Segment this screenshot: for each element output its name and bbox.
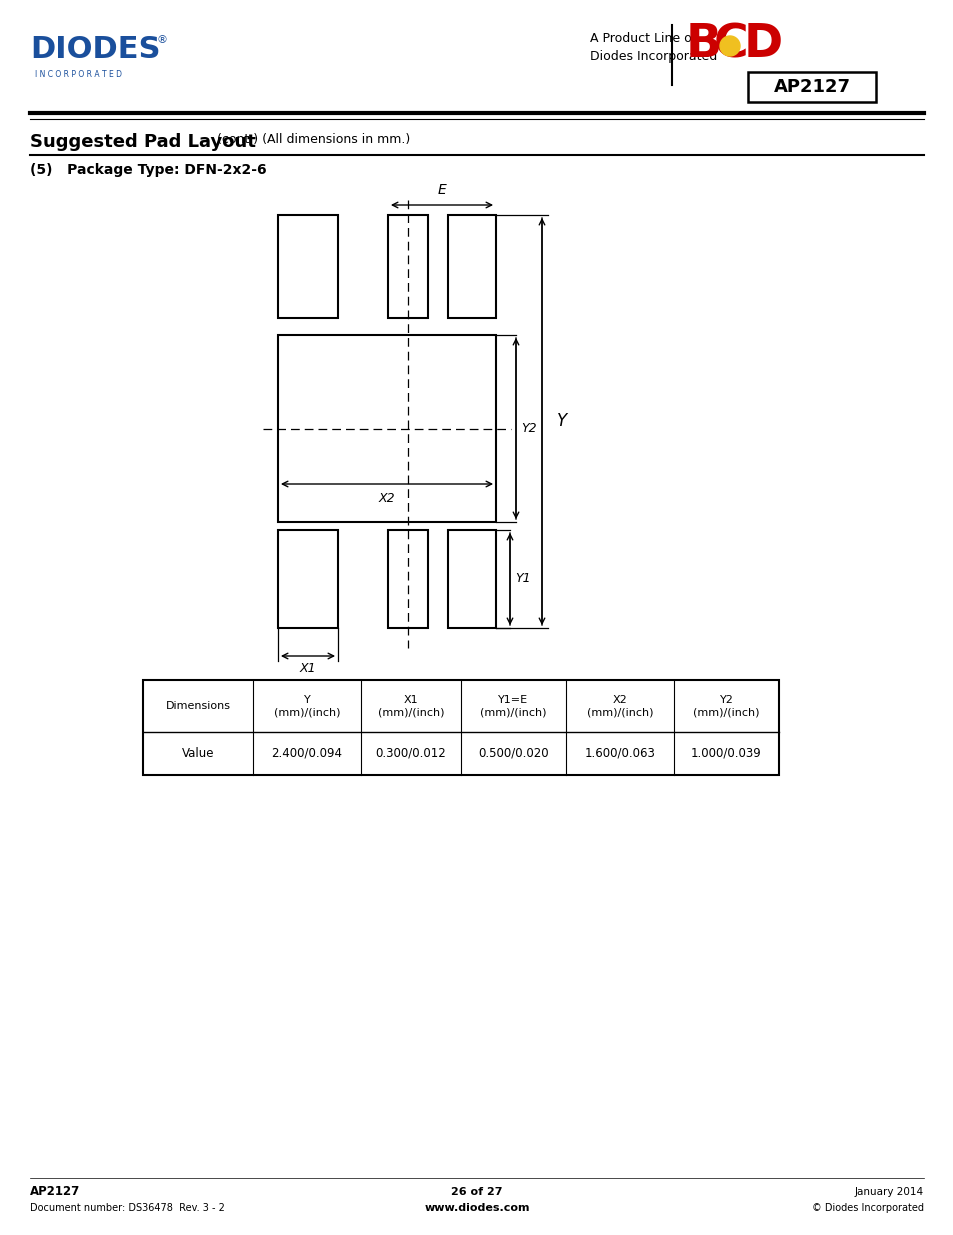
Text: 0.500/0.020: 0.500/0.020 (477, 747, 548, 760)
Text: C: C (713, 22, 748, 67)
Text: Y
(mm)/(inch): Y (mm)/(inch) (274, 695, 340, 718)
Text: Y2: Y2 (520, 422, 536, 435)
Text: © Diodes Incorporated: © Diodes Incorporated (811, 1203, 923, 1213)
Text: 1.600/0.063: 1.600/0.063 (584, 747, 655, 760)
Text: January 2014: January 2014 (854, 1187, 923, 1197)
Bar (388, 215, 428, 317)
Text: Y: Y (557, 412, 566, 431)
Bar (277, 530, 337, 629)
Text: 1.000/0.039: 1.000/0.039 (690, 747, 761, 760)
Text: X1: X1 (299, 662, 316, 676)
Bar (388, 530, 428, 629)
Text: AP2127: AP2127 (30, 1186, 80, 1198)
Text: DIODES: DIODES (30, 35, 160, 64)
Text: 0.300/0.012: 0.300/0.012 (375, 747, 446, 760)
Text: AP2127: AP2127 (773, 78, 850, 96)
Text: Y1: Y1 (515, 573, 530, 585)
Text: Document number: DS36478  Rev. 3 - 2: Document number: DS36478 Rev. 3 - 2 (30, 1203, 225, 1213)
Bar (448, 530, 496, 629)
Circle shape (720, 36, 740, 56)
Text: E: E (437, 183, 446, 198)
Text: Suggested Pad Layout: Suggested Pad Layout (30, 133, 255, 151)
Text: X2
(mm)/(inch): X2 (mm)/(inch) (586, 695, 653, 718)
Text: www.diodes.com: www.diodes.com (424, 1203, 529, 1213)
Text: A Product Line of: A Product Line of (589, 32, 696, 44)
Text: 2.400/0.094: 2.400/0.094 (272, 747, 342, 760)
Text: ®: ® (157, 35, 168, 44)
Text: D: D (743, 22, 782, 67)
Text: (cont.) (All dimensions in mm.): (cont.) (All dimensions in mm.) (213, 133, 410, 146)
Bar (747, 72, 875, 103)
Text: I N C O R P O R A T E D: I N C O R P O R A T E D (35, 70, 122, 79)
Text: X2: X2 (378, 492, 395, 505)
Text: 26 of 27: 26 of 27 (451, 1187, 502, 1197)
Text: Diodes Incorporated: Diodes Incorporated (589, 49, 717, 63)
Bar (143, 680, 779, 776)
Text: Value: Value (182, 747, 214, 760)
Text: Y1=E
(mm)/(inch): Y1=E (mm)/(inch) (479, 695, 546, 718)
Text: Dimensions: Dimensions (165, 701, 231, 711)
Text: B: B (685, 22, 721, 67)
Bar (448, 215, 496, 317)
Bar (277, 215, 337, 317)
Text: Y2
(mm)/(inch): Y2 (mm)/(inch) (693, 695, 759, 718)
Text: (5)   Package Type: DFN-2x2-6: (5) Package Type: DFN-2x2-6 (30, 163, 266, 177)
Text: X1
(mm)/(inch): X1 (mm)/(inch) (377, 695, 444, 718)
Bar (277, 335, 496, 522)
